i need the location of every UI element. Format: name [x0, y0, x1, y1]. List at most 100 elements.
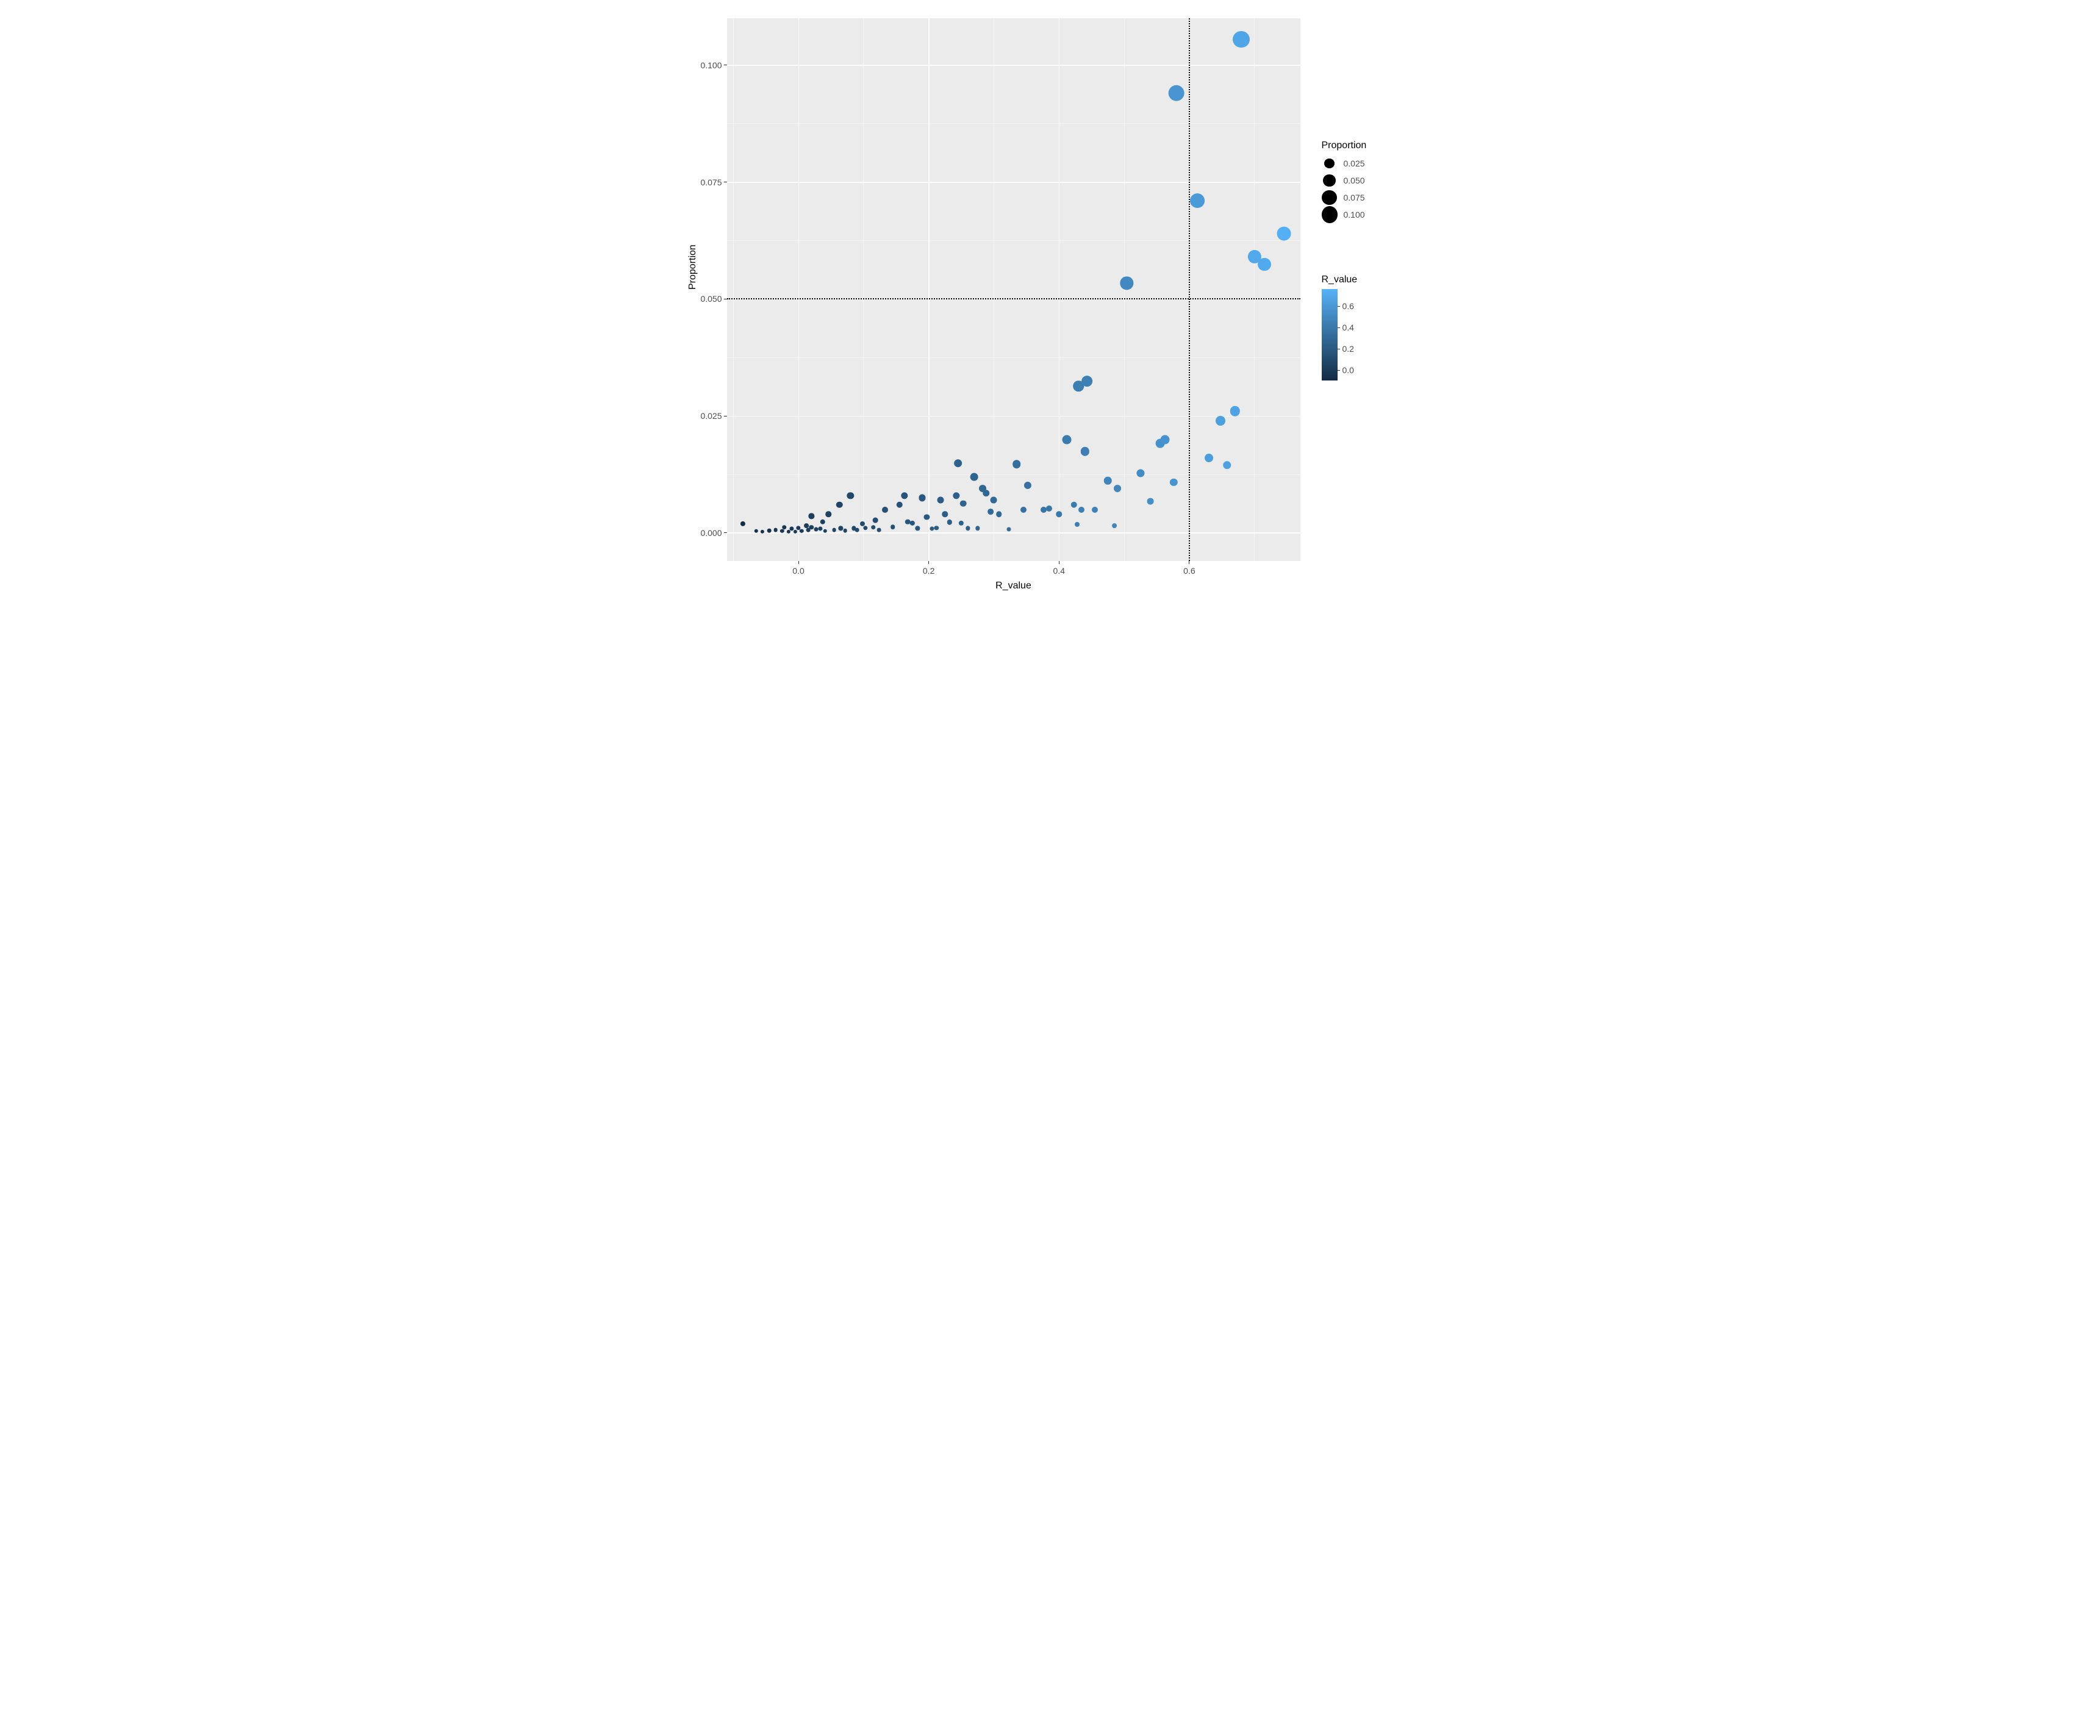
colorbar	[1322, 289, 1338, 380]
data-point	[1075, 522, 1080, 527]
data-point	[975, 526, 980, 530]
colorbar-tick	[1338, 370, 1340, 371]
reference-line-vertical	[1189, 18, 1190, 561]
data-point	[916, 526, 920, 530]
data-point	[1223, 461, 1231, 470]
data-point	[1136, 469, 1144, 477]
gridline	[727, 182, 1300, 183]
legend-size-dot	[1322, 206, 1338, 223]
data-point	[1078, 507, 1084, 513]
data-point	[820, 519, 825, 524]
data-point	[882, 507, 888, 513]
data-point	[809, 513, 814, 519]
y-tick-label: 0.075	[700, 177, 722, 187]
x-tick-label: 0.0	[792, 566, 804, 576]
data-point	[942, 512, 948, 517]
legend-color-title: R_value	[1322, 274, 1358, 285]
gridline	[727, 474, 1300, 475]
x-tick	[928, 561, 929, 564]
legend-size-label: 0.100	[1344, 210, 1365, 220]
data-point	[934, 526, 939, 530]
y-tick-label: 0.050	[700, 294, 722, 304]
y-tick-label: 0.000	[700, 528, 722, 538]
gridline	[928, 18, 930, 561]
data-point	[877, 528, 881, 532]
data-point	[1120, 277, 1133, 290]
data-point	[1063, 435, 1072, 444]
data-point	[959, 521, 964, 526]
x-tick-label: 0.2	[923, 566, 934, 576]
data-point	[1147, 498, 1153, 504]
gridline	[727, 240, 1300, 241]
data-point	[1024, 482, 1031, 489]
data-point	[953, 492, 959, 499]
data-point	[1168, 85, 1184, 101]
data-point	[970, 473, 978, 481]
gridline	[727, 123, 1300, 124]
colorbar-tick-label: 0.2	[1342, 344, 1354, 354]
gridline	[863, 18, 864, 561]
data-point	[901, 492, 908, 499]
gridline	[727, 65, 1300, 66]
reference-line-horizontal	[727, 298, 1300, 299]
colorbar-tick	[1338, 327, 1340, 328]
data-point	[891, 524, 895, 529]
colorbar-tick-label: 0.4	[1342, 323, 1354, 332]
data-point	[1190, 193, 1205, 208]
data-point	[873, 518, 878, 523]
data-point	[947, 520, 952, 524]
data-point	[996, 512, 1002, 517]
y-tick	[724, 532, 727, 533]
data-point	[1104, 477, 1111, 484]
data-point	[863, 526, 867, 530]
legend-size-label: 0.025	[1344, 159, 1365, 168]
data-point	[1081, 447, 1089, 455]
data-point	[987, 509, 994, 515]
data-point	[1205, 454, 1213, 462]
data-point	[1170, 479, 1177, 486]
colorbar-tick-label: 0.0	[1342, 365, 1354, 375]
data-point	[773, 528, 778, 532]
data-point	[836, 502, 842, 508]
legend-size: Proportion 0.0250.0500.0750.100	[1322, 140, 1367, 223]
data-point	[814, 527, 818, 531]
x-tick	[798, 561, 799, 564]
data-point	[1041, 507, 1047, 513]
data-point	[1007, 527, 1011, 531]
data-point	[844, 529, 848, 533]
data-point	[1233, 31, 1250, 48]
data-point	[919, 495, 925, 501]
data-point	[871, 525, 875, 529]
data-point	[1161, 435, 1170, 444]
data-point	[847, 492, 854, 499]
legend-size-dot	[1324, 159, 1334, 168]
data-point	[855, 528, 859, 532]
gridline	[733, 18, 734, 561]
data-point	[1092, 507, 1098, 513]
gridline	[727, 416, 1300, 417]
y-tick-label: 0.100	[700, 60, 722, 70]
x-tick-label: 0.4	[1053, 566, 1065, 576]
data-point	[1277, 226, 1291, 240]
data-point	[782, 525, 786, 529]
x-tick-label: 0.6	[1183, 566, 1195, 576]
data-point	[1112, 523, 1117, 528]
legend-color: R_value 0.0 0.2 0.4 0.6	[1322, 274, 1358, 380]
data-point	[1114, 485, 1121, 492]
data-point	[910, 521, 915, 526]
data-point	[832, 528, 836, 532]
gridline	[1124, 18, 1125, 561]
y-tick-label: 0.025	[700, 411, 722, 421]
data-point	[804, 523, 809, 528]
colorbar-tick-label: 0.6	[1342, 301, 1354, 311]
legend-size-item: 0.100	[1322, 206, 1367, 223]
gridline	[798, 18, 800, 561]
legend-size-dot	[1323, 174, 1336, 187]
colorbar-tick	[1338, 306, 1340, 307]
data-point	[1258, 258, 1271, 271]
data-point	[1081, 376, 1092, 387]
data-point	[1230, 406, 1239, 416]
data-point	[825, 512, 831, 517]
gridline	[1254, 18, 1255, 561]
legend-size-item: 0.050	[1322, 172, 1367, 189]
